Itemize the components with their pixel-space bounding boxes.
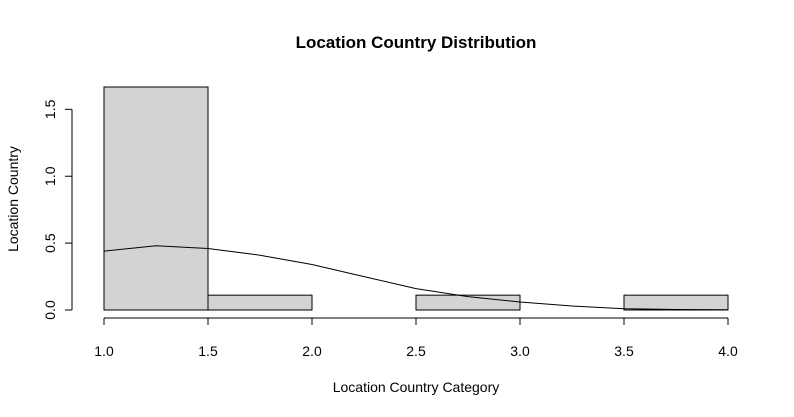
x-axis: 1.0 1.5 2.0 2.5 3.0 3.5 4.0 — [94, 317, 738, 359]
y-tick-label: 1.5 — [42, 99, 58, 119]
histogram-bar-6 — [623, 294, 729, 311]
x-tick-label: 1.0 — [94, 343, 114, 359]
histogram-bars — [103, 86, 729, 311]
x-tick-label: 3.0 — [510, 343, 530, 359]
x-tick-label: 3.5 — [614, 343, 634, 359]
y-tick-label: 0.0 — [42, 300, 58, 320]
y-axis: 0.0 0.5 1.0 1.5 — [42, 99, 73, 320]
y-axis-label: Location Country — [5, 146, 21, 252]
chart-title: Location Country Distribution — [296, 33, 537, 52]
histogram-bar-2 — [207, 294, 313, 311]
histogram-bar-1 — [103, 86, 209, 311]
x-tick-label: 2.5 — [406, 343, 426, 359]
x-axis-label: Location Country Category — [333, 379, 500, 395]
x-tick-label: 1.5 — [198, 343, 218, 359]
histogram-bar-4 — [415, 294, 521, 311]
density-curve-line — [103, 245, 729, 311]
density-curve-layer — [103, 245, 729, 311]
x-tick-label: 4.0 — [718, 343, 738, 359]
y-tick-label: 1.0 — [42, 166, 58, 186]
x-tick-label: 2.0 — [302, 343, 322, 359]
y-tick-label: 0.5 — [42, 233, 58, 253]
